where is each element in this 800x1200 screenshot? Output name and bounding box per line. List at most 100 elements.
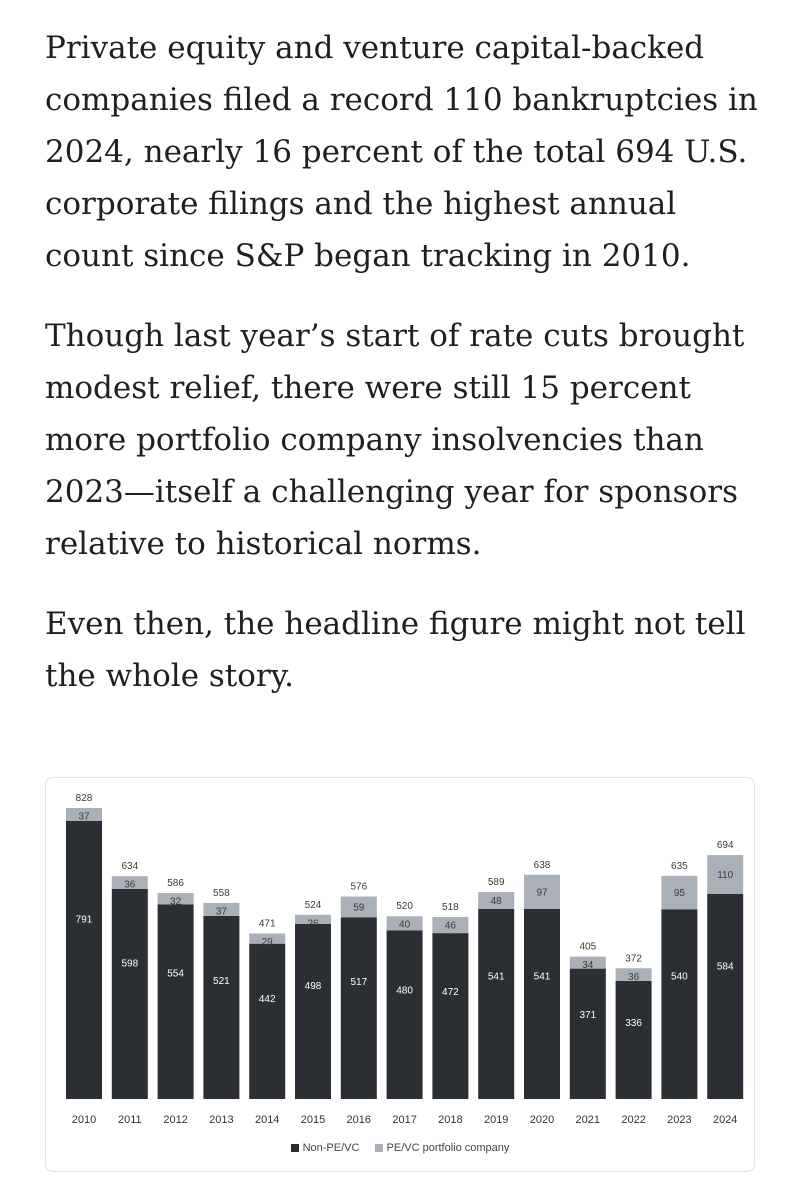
bankruptcy-chart: 791 37 828 2010 598 36 634 2011 554 32 586 2012 521 3… (45, 777, 755, 1172)
stacked-bar-chart: 791 37 828 2010 598 36 634 2011 554 32 586 2012 521 3… (66, 793, 744, 1126)
data-label-pe-vc: 36 (124, 880, 136, 891)
x-tick-label: 2019 (484, 1114, 508, 1126)
bar-non-pe-vc (386, 930, 423, 1099)
bar-pe-vc (661, 875, 698, 910)
bar-non-pe-vc (340, 917, 377, 1099)
data-label-total: 518 (442, 902, 459, 913)
data-label-total: 520 (396, 901, 413, 912)
x-tick-label: 2021 (576, 1114, 600, 1126)
legend-swatch-non-pe-vc (290, 1144, 299, 1152)
data-label-non-pe-vc: 584 (717, 962, 734, 973)
data-label-total: 576 (350, 882, 367, 893)
legend-label: PE/VC portfolio company (386, 1142, 510, 1154)
x-tick-label: 2010 (72, 1114, 96, 1126)
data-label-non-pe-vc: 598 (121, 958, 138, 969)
data-label-total: 634 (121, 861, 138, 872)
legend-item-pe-vc: PE/VC portfolio company (374, 1142, 510, 1154)
bar-pe-vc (249, 933, 286, 944)
x-tick-label: 2014 (255, 1114, 279, 1126)
data-label-total: 694 (717, 840, 734, 851)
data-label-total: 405 (579, 942, 596, 953)
bar-non-pe-vc (615, 980, 652, 1099)
data-label-pe-vc: 37 (78, 812, 90, 823)
data-label-pe-vc: 36 (628, 972, 640, 983)
data-label-total: 635 (671, 861, 688, 872)
data-label-pe-vc: 46 (445, 921, 457, 932)
bar-non-pe-vc (66, 821, 102, 1099)
data-label-pe-vc: 59 (353, 902, 365, 913)
data-label-total: 586 (167, 878, 184, 889)
x-tick-label: 2011 (118, 1114, 142, 1126)
chart-legend: Non-PE/VC PE/VC portfolio company (46, 1142, 754, 1154)
data-label-non-pe-vc: 541 (534, 971, 551, 982)
bar-non-pe-vc (707, 893, 744, 1099)
x-tick-label: 2018 (438, 1114, 462, 1126)
data-label-pe-vc: 48 (491, 896, 503, 907)
data-label-total: 638 (534, 860, 551, 871)
bar-pe-vc (478, 891, 515, 909)
data-label-pe-vc: 26 (307, 918, 319, 929)
data-label-pe-vc: 37 (216, 906, 228, 917)
data-label-non-pe-vc: 498 (305, 981, 322, 992)
x-tick-label: 2023 (667, 1114, 691, 1126)
x-tick-label: 2013 (209, 1114, 233, 1126)
bar-pe-vc (295, 914, 331, 924)
bar-non-pe-vc (432, 933, 469, 1099)
bar-pe-vc (615, 968, 652, 981)
x-tick-label: 2017 (392, 1114, 416, 1126)
bar-pe-vc (157, 893, 194, 905)
data-label-non-pe-vc: 554 (167, 968, 184, 979)
data-label-non-pe-vc: 480 (396, 985, 413, 996)
bar-pe-vc (203, 902, 240, 916)
legend-item-non-pe-vc: Non-PE/VC (290, 1142, 360, 1154)
bar-non-pe-vc (295, 923, 331, 1099)
data-label-non-pe-vc: 371 (579, 1010, 596, 1021)
x-tick-label: 2020 (530, 1114, 554, 1126)
data-label-pe-vc: 34 (582, 960, 594, 971)
data-label-non-pe-vc: 541 (488, 971, 505, 982)
data-label-total: 828 (76, 793, 93, 804)
data-label-non-pe-vc: 540 (671, 972, 688, 983)
data-label-non-pe-vc: 336 (625, 1018, 642, 1029)
bar-non-pe-vc (249, 943, 286, 1099)
article-paragraph: Though last year’s start of rate cuts br… (45, 318, 745, 562)
data-label-total: 372 (625, 953, 642, 964)
legend-label: Non-PE/VC (302, 1142, 360, 1154)
article-paragraph: Private equity and venture capital-backe… (45, 30, 758, 274)
x-tick-label: 2022 (621, 1114, 645, 1126)
data-label-pe-vc: 95 (674, 888, 686, 899)
data-label-non-pe-vc: 472 (442, 987, 459, 998)
bar-pe-vc (569, 956, 606, 969)
article-paragraph: Even then, the headline figure might not… (45, 606, 746, 694)
data-label-non-pe-vc: 791 (76, 914, 93, 925)
data-label-non-pe-vc: 521 (213, 976, 230, 987)
bar-non-pe-vc (661, 909, 698, 1099)
bar-non-pe-vc (569, 968, 606, 1099)
data-label-total: 589 (488, 877, 505, 888)
data-label-non-pe-vc: 442 (259, 994, 276, 1005)
bar-pe-vc (111, 876, 148, 889)
bar-pe-vc (432, 916, 469, 934)
x-tick-label: 2015 (301, 1114, 325, 1126)
bar-pe-vc (524, 874, 560, 909)
x-tick-label: 2016 (347, 1114, 371, 1126)
bar-pe-vc (340, 896, 377, 918)
data-label-pe-vc: 110 (717, 870, 733, 881)
data-label-pe-vc: 40 (399, 920, 411, 931)
x-tick-label: 2024 (713, 1114, 737, 1126)
data-label-pe-vc: 97 (536, 887, 548, 898)
legend-swatch-pe-vc (374, 1144, 383, 1152)
data-label-pe-vc: 29 (262, 937, 274, 948)
bar-non-pe-vc (478, 908, 515, 1099)
bar-pe-vc (386, 916, 423, 931)
data-label-non-pe-vc: 517 (350, 977, 367, 988)
bar-pe-vc (66, 808, 102, 822)
bar-non-pe-vc (203, 915, 240, 1099)
bar-non-pe-vc (524, 908, 560, 1099)
data-label-pe-vc: 32 (170, 897, 182, 908)
bar-pe-vc (707, 855, 744, 894)
x-tick-label: 2012 (163, 1114, 187, 1126)
bar-non-pe-vc (111, 888, 148, 1099)
bar-non-pe-vc (157, 904, 194, 1099)
article-body: Private equity and venture capital-backe… (45, 22, 765, 730)
